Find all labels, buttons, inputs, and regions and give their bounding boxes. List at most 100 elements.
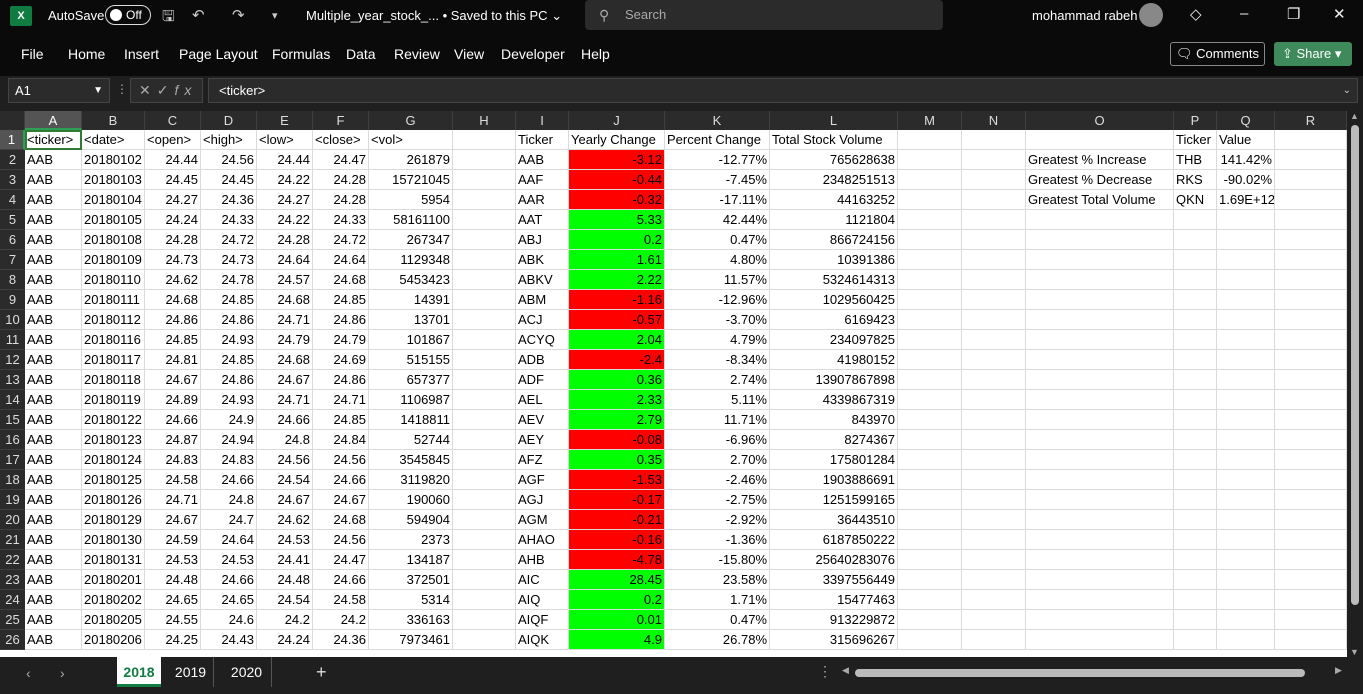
cell-h23[interactable] — [453, 570, 516, 590]
cell-k23[interactable]: 23.58% — [665, 570, 770, 590]
cell-j10[interactable]: -0.57 — [569, 310, 665, 330]
cell-g4[interactable]: 5954 — [369, 190, 453, 210]
cell-b7[interactable]: 20180109 — [82, 250, 145, 270]
cell-r16[interactable] — [1275, 430, 1347, 450]
cell-h12[interactable] — [453, 350, 516, 370]
cell-o3[interactable]: Greatest % Decrease — [1026, 170, 1174, 190]
cell-n4[interactable] — [962, 190, 1026, 210]
cell-a25[interactable]: AAB — [25, 610, 82, 630]
cell-c12[interactable]: 24.81 — [145, 350, 201, 370]
cell-i25[interactable]: AIQF — [516, 610, 569, 630]
cell-c16[interactable]: 24.87 — [145, 430, 201, 450]
cell-i17[interactable]: AFZ — [516, 450, 569, 470]
cell-j11[interactable]: 2.04 — [569, 330, 665, 350]
cell-r11[interactable] — [1275, 330, 1347, 350]
row-header[interactable]: 2 — [0, 150, 25, 170]
cell-f18[interactable]: 24.66 — [313, 470, 369, 490]
cell-b22[interactable]: 20180131 — [82, 550, 145, 570]
name-box[interactable]: A1 ▼ — [8, 78, 110, 103]
cell-n23[interactable] — [962, 570, 1026, 590]
cell-g5[interactable]: 58161100 — [369, 210, 453, 230]
cell-c24[interactable]: 24.65 — [145, 590, 201, 610]
cell-h20[interactable] — [453, 510, 516, 530]
cell-l25[interactable]: 913229872 — [770, 610, 898, 630]
cell-n12[interactable] — [962, 350, 1026, 370]
cell-i10[interactable]: ACJ — [516, 310, 569, 330]
cell-h11[interactable] — [453, 330, 516, 350]
cell-p13[interactable] — [1174, 370, 1217, 390]
cell-m20[interactable] — [898, 510, 962, 530]
cell-e11[interactable]: 24.79 — [257, 330, 313, 350]
cell-g14[interactable]: 1106987 — [369, 390, 453, 410]
column-header-b[interactable]: B — [82, 111, 145, 130]
scroll-right-icon[interactable]: ▶ — [1335, 665, 1342, 675]
cell-h8[interactable] — [453, 270, 516, 290]
cell-r17[interactable] — [1275, 450, 1347, 470]
cell-a7[interactable]: AAB — [25, 250, 82, 270]
cell-b6[interactable]: 20180108 — [82, 230, 145, 250]
cell-p20[interactable] — [1174, 510, 1217, 530]
menu-page-layout[interactable]: Page Layout — [179, 46, 258, 62]
next-sheet-icon[interactable]: › — [60, 665, 65, 681]
cell-l10[interactable]: 6169423 — [770, 310, 898, 330]
cell-j5[interactable]: 5.33 — [569, 210, 665, 230]
cell-r13[interactable] — [1275, 370, 1347, 390]
row-header[interactable]: 8 — [0, 270, 25, 290]
cell-g19[interactable]: 190060 — [369, 490, 453, 510]
cell-l21[interactable]: 6187850222 — [770, 530, 898, 550]
cell-g7[interactable]: 1129348 — [369, 250, 453, 270]
cell-m11[interactable] — [898, 330, 962, 350]
cell-i9[interactable]: ABM — [516, 290, 569, 310]
cell-q22[interactable] — [1217, 550, 1275, 570]
cell-i26[interactable]: AIQK — [516, 630, 569, 650]
tab-2019[interactable]: 2019 — [168, 657, 214, 687]
cell-i13[interactable]: ADF — [516, 370, 569, 390]
cell-g9[interactable]: 14391 — [369, 290, 453, 310]
cell-j16[interactable]: -0.08 — [569, 430, 665, 450]
cell-r22[interactable] — [1275, 550, 1347, 570]
cell-j8[interactable]: 2.22 — [569, 270, 665, 290]
column-header-c[interactable]: C — [145, 111, 201, 130]
cell-p7[interactable] — [1174, 250, 1217, 270]
cell-g3[interactable]: 15721045 — [369, 170, 453, 190]
cell-e14[interactable]: 24.71 — [257, 390, 313, 410]
cell-p6[interactable] — [1174, 230, 1217, 250]
cell-h5[interactable] — [453, 210, 516, 230]
cell-e8[interactable]: 24.57 — [257, 270, 313, 290]
cell-g17[interactable]: 3545845 — [369, 450, 453, 470]
cell-a24[interactable]: AAB — [25, 590, 82, 610]
cell-l19[interactable]: 1251599165 — [770, 490, 898, 510]
cell-c4[interactable]: 24.27 — [145, 190, 201, 210]
cell-j18[interactable]: -1.53 — [569, 470, 665, 490]
cell-m12[interactable] — [898, 350, 962, 370]
row-header[interactable]: 12 — [0, 350, 25, 370]
cell-p8[interactable] — [1174, 270, 1217, 290]
cell-f14[interactable]: 24.71 — [313, 390, 369, 410]
cell-j25[interactable]: 0.01 — [569, 610, 665, 630]
cell-c21[interactable]: 24.59 — [145, 530, 201, 550]
scroll-left-icon[interactable]: ◀ — [842, 665, 849, 675]
cell-p23[interactable] — [1174, 570, 1217, 590]
cell-j26[interactable]: 4.9 — [569, 630, 665, 650]
cell-d22[interactable]: 24.53 — [201, 550, 257, 570]
cell-j1[interactable]: Yearly Change — [569, 130, 665, 150]
cell-h22[interactable] — [453, 550, 516, 570]
cell-d20[interactable]: 24.7 — [201, 510, 257, 530]
cell-j13[interactable]: 0.36 — [569, 370, 665, 390]
row-header[interactable]: 15 — [0, 410, 25, 430]
cell-m25[interactable] — [898, 610, 962, 630]
cell-c2[interactable]: 24.44 — [145, 150, 201, 170]
cell-d4[interactable]: 24.36 — [201, 190, 257, 210]
cell-a22[interactable]: AAB — [25, 550, 82, 570]
file-name[interactable]: Multiple_year_stock_... • Saved to this … — [306, 8, 563, 23]
cell-n7[interactable] — [962, 250, 1026, 270]
cell-o6[interactable] — [1026, 230, 1174, 250]
cell-f12[interactable]: 24.69 — [313, 350, 369, 370]
cell-r1[interactable] — [1275, 130, 1347, 150]
cell-a9[interactable]: AAB — [25, 290, 82, 310]
cell-c11[interactable]: 24.85 — [145, 330, 201, 350]
cell-o17[interactable] — [1026, 450, 1174, 470]
cell-r6[interactable] — [1275, 230, 1347, 250]
cell-g6[interactable]: 267347 — [369, 230, 453, 250]
